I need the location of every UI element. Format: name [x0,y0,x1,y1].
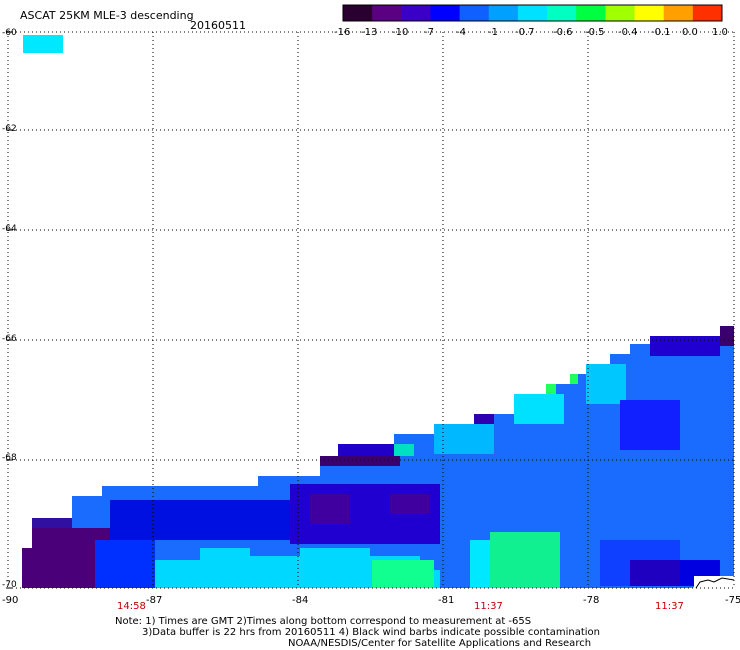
green-cell [570,374,578,384]
purple-cell [474,414,494,424]
colorbar-cell [517,5,548,21]
lon-label: -87 [146,595,163,606]
purple-cell [390,494,430,514]
blue-ridge [338,444,394,456]
lat-label: -68 [2,453,17,463]
colorbar-cell [634,5,665,21]
colorbar-tick: -16 [334,27,351,38]
colorbar-cell [372,5,402,21]
lon-label: -75 [725,595,740,606]
lat-label: -66 [2,334,17,344]
legend-swatch [23,35,63,53]
green-patch [372,560,434,588]
map-title: ASCAT 25KM MLE-3 descending [20,9,194,22]
colorbar-tick: 0.0 [682,27,698,38]
cyan-ridge [394,444,414,456]
colorbar-cell [343,5,373,21]
lon-label: -78 [583,595,600,606]
colorbar-tick: 1.0 [712,27,728,38]
blue-band [95,540,155,588]
colorbar-cell [430,5,461,21]
colorbar-border [342,4,723,22]
colorbar-tick: -13 [361,27,378,38]
colorbar-cell [576,5,606,21]
footnote-line: NOAA/NESDIS/Center for Satellite Applica… [288,638,592,649]
footnote-line: Note: 1) Times are GMT 2)Times along bot… [115,616,532,627]
map-plot-area [6,31,735,589]
cyan-region [514,394,564,424]
coastline [695,577,735,589]
light-blue-region [586,364,626,404]
lon-label: -84 [292,595,309,606]
pass-time: 11:37 [655,601,684,612]
purple-ridge [320,456,400,466]
colorbar [342,4,723,22]
purple-cell [720,326,734,346]
footnote-line: 3)Data buffer is 22 hrs from 20160511 4)… [142,627,600,638]
purple-edge [32,518,72,528]
colorbar-tick: -0.4 [618,27,638,38]
green-cell [546,384,556,394]
colorbar-cell [488,5,519,21]
pass-time: 11:37 [474,601,503,612]
pass-time: 14:58 [117,601,146,612]
blue-band [110,500,290,540]
cyan-cell [470,540,490,588]
colorbar-tick: -0.5 [585,27,605,38]
colorbar-cell [692,5,723,21]
lat-label: -60 [2,28,17,38]
colorbar-cell [401,5,431,21]
colorbar-cell [459,5,490,21]
blue-region [620,400,680,450]
lon-label: -90 [2,595,19,606]
purple-patch [22,528,110,588]
blue-region [650,336,720,356]
lat-label: -62 [2,124,17,134]
colorbar-tick: -0.6 [553,27,573,38]
colorbar-cell [663,5,694,21]
green-patch [490,532,560,588]
map-date: 20160511 [190,19,246,32]
colorbar-cell [547,5,577,21]
lat-label: -70 [2,580,17,590]
light-blue-region [434,424,494,454]
lat-label: -64 [2,224,17,234]
lon-label: -81 [438,595,455,606]
blue-region [630,560,680,586]
purple-cell [310,494,350,524]
colorbar-cell [605,5,636,21]
